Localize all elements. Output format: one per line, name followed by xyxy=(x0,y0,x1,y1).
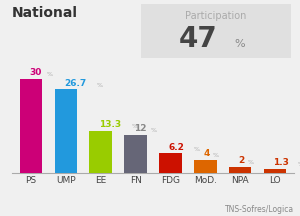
Bar xyxy=(263,169,286,173)
Text: 1.3: 1.3 xyxy=(273,158,289,167)
Text: Participation: Participation xyxy=(185,11,247,21)
Text: %: % xyxy=(97,83,103,88)
Bar xyxy=(194,160,217,173)
Text: 4: 4 xyxy=(203,149,210,159)
Text: 13.3: 13.3 xyxy=(99,121,121,129)
Text: 2: 2 xyxy=(238,156,244,165)
Text: %: % xyxy=(234,39,244,49)
Bar xyxy=(229,167,251,173)
Text: 30: 30 xyxy=(29,68,42,77)
Text: %: % xyxy=(194,147,200,152)
Bar xyxy=(159,153,182,173)
Bar xyxy=(124,135,147,173)
Text: 12: 12 xyxy=(134,124,146,133)
Bar xyxy=(89,131,112,173)
Text: 47: 47 xyxy=(178,25,218,53)
Text: %: % xyxy=(298,162,300,167)
Text: National: National xyxy=(12,6,78,21)
Bar xyxy=(55,89,77,173)
Text: 6.2: 6.2 xyxy=(169,143,184,152)
Text: %: % xyxy=(46,72,52,77)
Text: %: % xyxy=(248,160,254,165)
Text: TNS-Sofres/Logica: TNS-Sofres/Logica xyxy=(225,205,294,214)
Text: %: % xyxy=(151,129,157,133)
Text: %: % xyxy=(131,124,137,129)
Text: 26.7: 26.7 xyxy=(64,79,86,88)
Text: %: % xyxy=(213,153,219,159)
Bar xyxy=(20,79,43,173)
